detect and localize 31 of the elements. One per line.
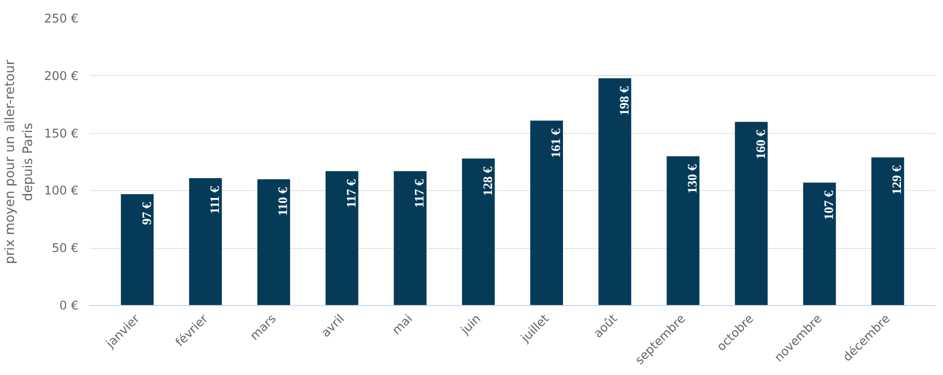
data-label: 130 €	[684, 164, 700, 194]
bar	[120, 194, 154, 306]
data-label: 117 €	[343, 178, 358, 208]
bar	[462, 158, 495, 306]
bar	[734, 122, 768, 306]
data-label: 97 €	[138, 202, 154, 225]
bar	[598, 78, 632, 306]
bar	[326, 171, 358, 306]
bar	[803, 182, 836, 306]
bar	[871, 157, 904, 306]
bar	[394, 171, 427, 306]
bar	[189, 178, 222, 306]
data-label: 107 €	[821, 190, 836, 220]
data-label: 160 €	[752, 129, 768, 160]
data-label: 198 €	[616, 86, 632, 116]
bar	[666, 156, 700, 306]
y-tick-label: 250 €	[44, 12, 79, 26]
y-axis-title: prix moyen pour un aller-retour depuis Paris	[3, 59, 36, 264]
y-tick-label: 50 €	[52, 241, 78, 256]
bar	[257, 179, 290, 306]
data-label: 161 €	[548, 128, 564, 158]
data-label: 110 €	[275, 186, 290, 216]
y-tick-label: 150 €	[44, 126, 79, 140]
data-label: 129 €	[889, 164, 904, 195]
bar	[530, 120, 563, 306]
data-label: 117 €	[412, 178, 427, 208]
y-tick-label: 200 €	[44, 68, 79, 83]
y-tick-label: 100 €	[44, 184, 79, 198]
data-label: 111 €	[206, 186, 222, 214]
data-label: 128 €	[480, 166, 495, 196]
y-tick-label: 0 €	[59, 298, 79, 312]
